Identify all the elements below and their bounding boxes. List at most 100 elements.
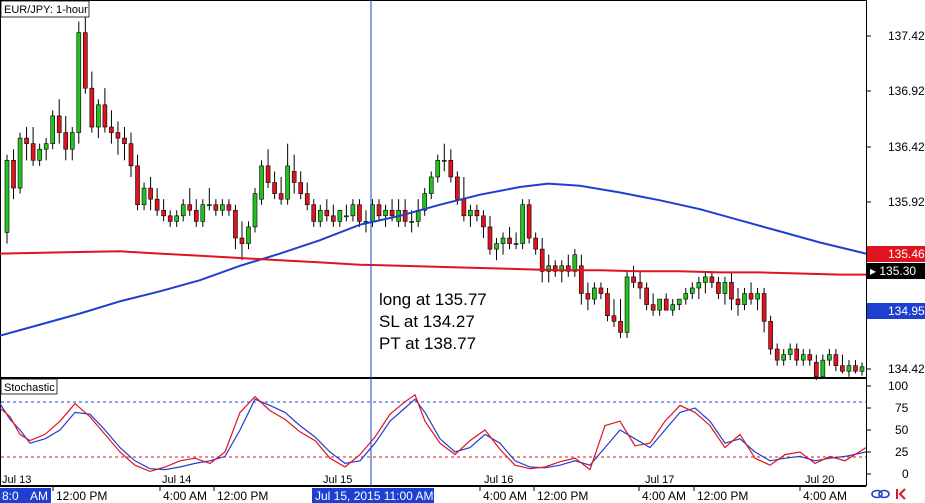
candle-body — [696, 282, 702, 289]
stochastic-d-line — [0, 393, 867, 473]
stoch-tick-label: 25 — [895, 445, 909, 459]
candle-body — [409, 221, 414, 223]
candle-body — [572, 254, 578, 272]
candle-body — [853, 365, 858, 372]
candle-body — [128, 143, 134, 167]
candle-body — [748, 293, 754, 300]
candle-body — [233, 209, 238, 239]
candle-body — [298, 182, 304, 194]
candle-body — [631, 276, 636, 283]
candle-body — [474, 209, 480, 217]
candle-body — [122, 137, 127, 144]
candle-body — [533, 237, 538, 250]
candle-body — [722, 282, 728, 294]
candle-body — [755, 293, 760, 300]
candle-body — [383, 209, 388, 217]
candle-body — [428, 176, 434, 194]
candle-body — [337, 209, 343, 222]
time-label: 4:00 AM — [483, 489, 527, 503]
candle-body — [513, 243, 519, 245]
date-label: Jul 13 — [2, 474, 31, 486]
candle-body — [285, 165, 290, 200]
candle-body — [846, 365, 852, 372]
candle-body — [598, 287, 604, 294]
candle-body — [703, 276, 708, 283]
candle-body — [109, 126, 114, 133]
candle-body — [448, 160, 454, 178]
price-axis: 137.42 136.92 136.42 135.92 134.42 — [866, 29, 925, 376]
candle-body — [690, 287, 695, 294]
candle-body — [291, 171, 297, 183]
time-axis: 8:0 AM 12:00 PM 4:00 AM 12:00 PM Jul 15,… — [0, 486, 866, 503]
left-edge-label: 8:0 — [2, 489, 19, 503]
candle-body — [304, 193, 310, 206]
candle-body — [63, 132, 69, 150]
candle-body — [455, 176, 460, 200]
date-label: Jul 14 — [162, 474, 191, 486]
price-label-black: ▸ 135.30 — [870, 264, 916, 278]
stoch-tick-label: 50 — [895, 423, 909, 437]
candle-body — [389, 209, 395, 217]
candle-body — [69, 132, 75, 150]
candle-body — [709, 276, 715, 283]
date-label: Jul 20 — [805, 474, 834, 486]
candle-body — [24, 137, 29, 144]
candle-body — [115, 132, 121, 139]
moving-average-blue-line — [0, 182, 867, 337]
candle-body — [742, 293, 747, 305]
candle-body — [30, 143, 36, 161]
stochastic-axis: 100 75 50 25 0 — [866, 379, 909, 481]
candle-body — [350, 204, 356, 217]
candle-body — [859, 366, 865, 372]
candle-body — [611, 315, 617, 322]
stoch-tick-label: 75 — [895, 401, 909, 415]
candle-body — [331, 215, 336, 222]
stochastic-title-box — [0, 378, 58, 395]
candle-body — [239, 237, 245, 244]
candle-body — [768, 320, 773, 350]
scroll-to-end-icon[interactable] — [896, 488, 906, 500]
candle-body — [272, 182, 277, 194]
candle-body — [220, 204, 225, 211]
moving-average-lines — [0, 182, 867, 337]
link-icon[interactable] — [871, 489, 890, 499]
candle-body — [161, 209, 166, 217]
candle-body — [259, 165, 264, 200]
price-tick-label: 134.42 — [888, 362, 925, 376]
annotation-sl: SL at 134.27 — [379, 312, 475, 331]
candle-body — [494, 243, 499, 250]
candle-body — [592, 287, 597, 300]
moving-average-red-line — [0, 250, 866, 276]
candle-body — [37, 148, 42, 161]
date-label: Jul 16 — [484, 474, 513, 486]
candle-body — [154, 198, 160, 211]
candle-body — [226, 204, 232, 211]
candle-body — [840, 365, 845, 372]
candle-body — [324, 209, 330, 217]
candle-body — [422, 193, 428, 211]
date-label: Jul 15 — [323, 474, 352, 486]
stochastic-panel-border — [0, 378, 867, 486]
candle-body — [624, 276, 630, 333]
price-label-blue-bg — [867, 303, 925, 319]
candle-body — [814, 362, 819, 378]
price-label-blue: 134.95 — [888, 304, 925, 318]
time-label: 4:00 AM — [803, 489, 847, 503]
time-label: 12:00 PM — [217, 489, 268, 503]
candle-body — [89, 87, 95, 128]
crosshair-time-label: Jul 15, 2015 11:00 AM — [315, 489, 434, 503]
price-tick-label: 136.92 — [888, 84, 925, 98]
candle-body — [317, 209, 323, 222]
candle-body — [50, 115, 55, 144]
candle-body — [781, 354, 786, 361]
candle-body — [579, 265, 584, 294]
price-tick-label: 136.42 — [888, 140, 925, 154]
annotation-pt: PT at 138.77 — [379, 334, 476, 353]
candle-body — [246, 226, 251, 244]
candle-body — [207, 204, 212, 207]
candle-body — [807, 354, 813, 361]
candle-body — [135, 165, 140, 206]
candle-body — [820, 359, 826, 378]
candle-body — [487, 226, 493, 250]
